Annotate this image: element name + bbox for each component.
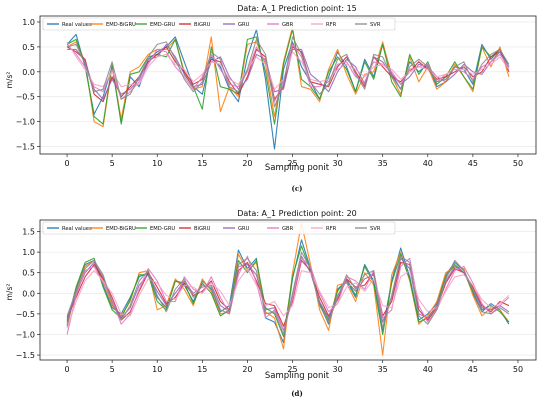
x-tick-label: 30 [333,365,343,374]
y-tick-label: −1.0 [16,330,35,339]
series-line-svr [66,251,510,336]
y-tick-label: 1.0 [22,248,35,257]
series-line-svr [66,36,510,108]
x-tick-label: 5 [110,365,115,374]
x-tick-label: 35 [378,365,388,374]
legend-label: GRU [238,22,250,28]
y-tick-label: 0.5 [22,43,35,52]
legend-box [42,17,396,31]
y-tick-label: 0.0 [22,289,35,298]
legend-label: EMD-BiGRU [106,226,136,232]
legend-label: EMD-BiGRU [106,22,136,28]
x-tick-label: 5 [110,159,115,168]
legend-label: GRU [238,226,250,232]
x-axis-label: Sampling ponit [265,371,330,381]
x-tick-label: 35 [378,159,388,168]
legend-label: BiGRU [194,226,211,232]
legend-label: EMD-GRU [150,22,175,28]
x-axis-label: Sampling ponit [265,163,330,173]
x-tick-label: 45 [468,365,478,374]
y-tick-label: 1.0 [22,18,35,27]
figure-caption: (c) [292,184,303,193]
x-tick-label: 10 [152,159,162,168]
chart-title: Data: A_1 Prediction point: 20 [237,209,357,218]
y-axis-label: m/s² [5,284,14,301]
legend-label: Real values [62,226,92,232]
series-lines [66,26,510,150]
legend-label: GBR [282,22,294,28]
x-tick-label: 25 [287,365,297,374]
x-axis-ticks: 0 5 10 15 20 25 30 35 40 45 50 [65,154,523,168]
x-tick-label: 40 [423,365,433,374]
legend-label: EMD-GRU [150,226,175,232]
y-tick-label: −0.5 [16,93,35,102]
y-axis-label: m/s² [5,72,14,89]
legend-label: SVR [370,22,381,28]
x-tick-label: 10 [152,365,162,374]
x-axis-ticks: 0 5 10 15 20 25 30 35 40 45 50 [65,360,523,374]
legend-label: Real values [62,22,92,28]
x-tick-label: 50 [513,159,523,168]
chart-panel-d: Data: A_1 Prediction point: 20 0 5 10 15 20 2… [5,209,537,398]
y-tick-label: 0.5 [22,269,35,278]
series-line-emd-gru [66,28,510,125]
y-tick-label: −1.5 [16,143,35,152]
x-tick-label: 50 [513,365,523,374]
x-tick-label: 15 [197,159,207,168]
legend: Real values EMD-BiGRU EMD-GRU BiGRU GRU GBR RF… [42,17,396,31]
x-tick-label: 20 [242,365,252,374]
x-tick-label: 0 [65,365,70,374]
y-tick-label: −0.5 [16,310,35,319]
x-tick-label: 40 [423,159,433,168]
y-axis-ticks: −1.5 −1.0 −0.5 0.0 0.5 1.0 1.5 [16,228,40,360]
series-line-rfr [66,268,510,329]
y-tick-label: −1.5 [16,351,35,360]
y-tick-label: 0.0 [22,68,35,77]
x-tick-label: 20 [242,159,252,168]
legend-label: BiGRU [194,22,211,28]
y-gridlines [40,21,536,147]
legend-label: SVR [370,226,381,232]
series-line-emd-bigru [66,26,510,128]
x-tick-label: 0 [65,159,70,168]
legend-label: RFR [326,226,337,232]
plot-area [39,219,537,361]
y-tick-label: −1.0 [16,118,35,127]
plot-area [39,15,537,155]
series-lines [66,222,510,356]
x-tick-label: 30 [333,159,343,168]
chart-title: Data: A_1 Prediction point: 15 [237,4,357,13]
legend-label: RFR [326,22,337,28]
y-axis-ticks: −1.5 −1.0 −0.5 0.0 0.5 1.0 [16,18,40,152]
x-tick-label: 45 [468,159,478,168]
y-gridlines [40,231,536,356]
series-line-rfr [66,41,510,90]
figure-caption: (d) [291,389,303,398]
chart-panel-c: Data: A_1 Prediction point: 15 0 5 10 15 20 2… [5,4,537,193]
x-tick-label: 15 [197,365,207,374]
x-tick-label: 25 [287,159,297,168]
y-tick-label: 1.5 [22,228,35,237]
legend-label: GBR [282,226,294,232]
legend-box [42,221,396,235]
legend: Real values EMD-BiGRU EMD-GRU BiGRU GRU GBR RF… [42,221,396,235]
